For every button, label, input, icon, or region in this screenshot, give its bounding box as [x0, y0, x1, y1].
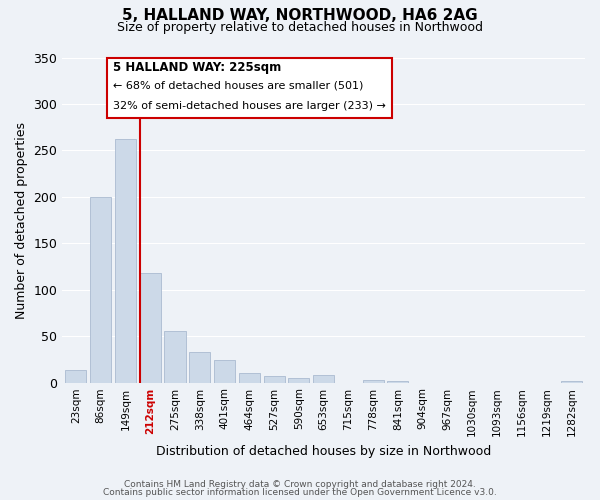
Bar [214, 360, 235, 382]
Bar [313, 375, 334, 382]
Bar [263, 376, 284, 382]
Bar [561, 380, 582, 382]
Text: 5 HALLAND WAY: 225sqm: 5 HALLAND WAY: 225sqm [113, 61, 281, 74]
Bar [289, 378, 310, 382]
Text: Contains HM Land Registry data © Crown copyright and database right 2024.: Contains HM Land Registry data © Crown c… [124, 480, 476, 489]
Bar [115, 139, 136, 382]
Y-axis label: Number of detached properties: Number of detached properties [15, 122, 28, 318]
Bar [90, 197, 111, 382]
Bar [189, 352, 211, 382]
Bar [164, 332, 185, 382]
Bar [140, 273, 161, 382]
Bar [65, 370, 86, 382]
Bar [362, 380, 384, 382]
FancyBboxPatch shape [107, 58, 392, 118]
Text: 5, HALLAND WAY, NORTHWOOD, HA6 2AG: 5, HALLAND WAY, NORTHWOOD, HA6 2AG [122, 8, 478, 22]
Text: 32% of semi-detached houses are larger (233) →: 32% of semi-detached houses are larger (… [113, 102, 386, 112]
X-axis label: Distribution of detached houses by size in Northwood: Distribution of detached houses by size … [156, 444, 491, 458]
Text: Contains public sector information licensed under the Open Government Licence v3: Contains public sector information licen… [103, 488, 497, 497]
Text: ← 68% of detached houses are smaller (501): ← 68% of detached houses are smaller (50… [113, 80, 364, 90]
Bar [239, 374, 260, 382]
Text: Size of property relative to detached houses in Northwood: Size of property relative to detached ho… [117, 21, 483, 34]
Bar [388, 380, 409, 382]
